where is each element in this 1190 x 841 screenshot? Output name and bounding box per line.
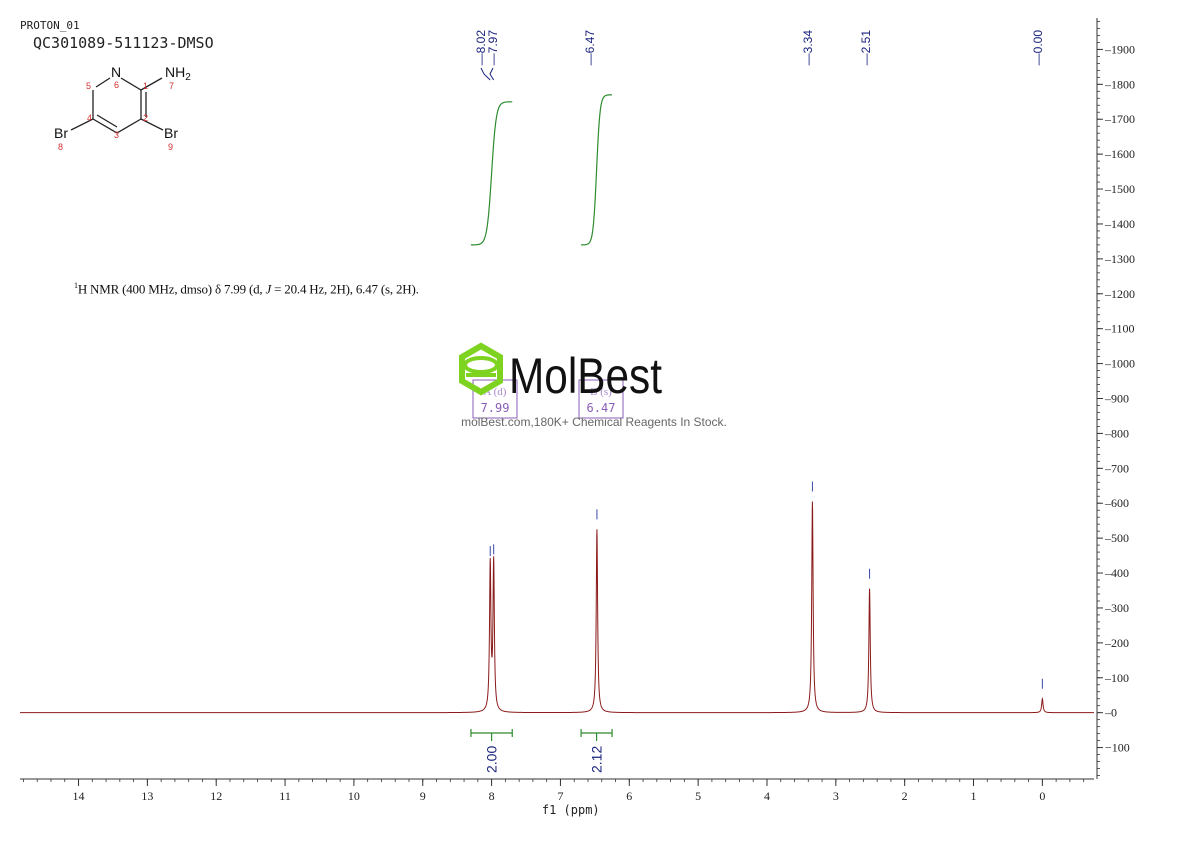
y-tick-label: –1300 — [1104, 252, 1135, 266]
x-tick-label: 7 — [557, 789, 563, 803]
experiment-name: PROTON_01 — [20, 19, 80, 32]
y-tick-label: –1200 — [1104, 287, 1135, 301]
y-tick-label: –700 — [1104, 461, 1129, 475]
watermark: MolBest molBest.com,180K+ Chemical Reage… — [459, 342, 727, 429]
x-tick-label: 3 — [833, 789, 839, 803]
watermark-brand: MolBest — [509, 348, 662, 404]
x-axis-label: f1 (ppm) — [542, 803, 600, 817]
summary-text-b: = 20.4 Hz, 2H), 6.47 (s, 2H). — [271, 281, 419, 297]
peak-marks: —8.02—7.97 —6.47 —3.34 —2.51 —0.00 — [474, 30, 1045, 689]
y-tick-label: –1500 — [1104, 182, 1135, 196]
ring-number-1: 1 — [143, 81, 148, 91]
y-tick-label: –1700 — [1104, 112, 1135, 126]
summary-j-symbol: J — [265, 281, 272, 297]
molecule-structure: N 6 NH2 7 Br 8 Br 9 1 2 3 4 5 — [54, 64, 191, 152]
y-tick-label: −100 — [1105, 741, 1130, 755]
integral-bars: 2.00 2.12 — [470, 729, 613, 773]
peak-label: —3.34 — [801, 30, 815, 66]
x-tick-label: 13 — [141, 789, 153, 803]
x-tick-label: 10 — [348, 789, 360, 803]
atom-n-index: 6 — [114, 80, 119, 90]
x-tick-label: 5 — [695, 789, 701, 803]
multiplet-boxes: A (d)7.99B (s)6.47 — [472, 379, 624, 419]
peak-label: —0.00 — [1031, 30, 1045, 66]
y-tick-label: –0 — [1104, 706, 1117, 720]
y-tick-label: –900 — [1104, 392, 1129, 406]
multiplet-name: B (s) — [590, 386, 612, 398]
integral-value: 2.00 — [484, 746, 500, 773]
y-tick-label: –200 — [1104, 636, 1129, 650]
peak-label: —7.97 — [486, 30, 500, 66]
x-tick-label: 4 — [764, 789, 770, 803]
y-tick-label: –1000 — [1104, 357, 1135, 371]
atom-br-left-index: 8 — [58, 142, 63, 152]
multiplet-shift: 6.47 — [587, 401, 616, 415]
y-tick-label: –1800 — [1104, 77, 1135, 91]
summary-text-a: H NMR (400 MHz, dmso) δ 7.99 (d, — [77, 281, 266, 297]
atom-n: N — [111, 64, 121, 80]
atom-br-right: Br — [164, 125, 178, 141]
atom-nh2-index: 7 — [169, 81, 174, 91]
x-tick-label: 12 — [210, 789, 222, 803]
x-tick-label: 8 — [489, 789, 495, 803]
y-tick-label: –1900 — [1104, 42, 1135, 56]
y-tick-label: –1400 — [1104, 217, 1135, 231]
ring-number-5: 5 — [86, 81, 91, 91]
nucleus-superscript: 1 — [74, 281, 78, 290]
x-tick-label: 2 — [902, 789, 908, 803]
integral-curve — [470, 101, 513, 246]
atom-nh2: NH2 — [165, 64, 191, 83]
peak-label: —6.47 — [583, 30, 597, 66]
x-tick-label: 0 — [1039, 789, 1045, 803]
y-tick-label: –600 — [1104, 496, 1129, 510]
sample-id: QC301089-511123-DMSO — [33, 34, 214, 52]
doublet-connector — [489, 67, 495, 81]
atom-br-left: Br — [54, 125, 68, 141]
y-tick-label: –1100 — [1104, 322, 1135, 336]
axes: 14 13 12 11 10 9 8 7 6 5 4 3 2 1 0f1 (ppm)−100–0–100–2… — [20, 18, 1135, 817]
y-tick-label: –300 — [1104, 601, 1129, 615]
peak-label: —8.02 — [474, 30, 488, 66]
watermark-logo-icon — [459, 342, 503, 396]
y-tick-label: –400 — [1104, 566, 1129, 580]
spectrum-line — [20, 501, 1094, 714]
y-tick-label: –100 — [1104, 671, 1129, 685]
multiplet-shift: 7.99 — [481, 401, 510, 415]
x-tick-label: 1 — [971, 789, 977, 803]
ring-number-4: 4 — [87, 113, 92, 123]
x-tick-label: 11 — [279, 789, 291, 803]
integral-curves — [470, 94, 613, 246]
multiplet-box — [472, 379, 518, 419]
y-tick-label: –800 — [1104, 426, 1129, 440]
ring-number-2: 2 — [143, 113, 148, 123]
multiplet-box — [578, 379, 624, 419]
x-tick-label: 6 — [626, 789, 632, 803]
x-tick-label: 9 — [420, 789, 426, 803]
integral-value: 2.12 — [589, 746, 605, 773]
y-tick-label: –500 — [1104, 531, 1129, 545]
atom-br-right-index: 9 — [168, 142, 173, 152]
peak-label: —2.51 — [859, 30, 873, 66]
doublet-connector — [480, 67, 491, 81]
watermark-tagline: molBest.com,180K+ Chemical Reagents In S… — [461, 415, 727, 429]
x-tick-label: 14 — [73, 789, 85, 803]
integral-curve — [581, 94, 613, 246]
nmr-summary: 1H NMR (400 MHz, dmso) δ 7.99 (d, J = 20… — [74, 281, 419, 297]
y-tick-label: –1600 — [1104, 147, 1135, 161]
ring-number-3: 3 — [114, 130, 119, 140]
